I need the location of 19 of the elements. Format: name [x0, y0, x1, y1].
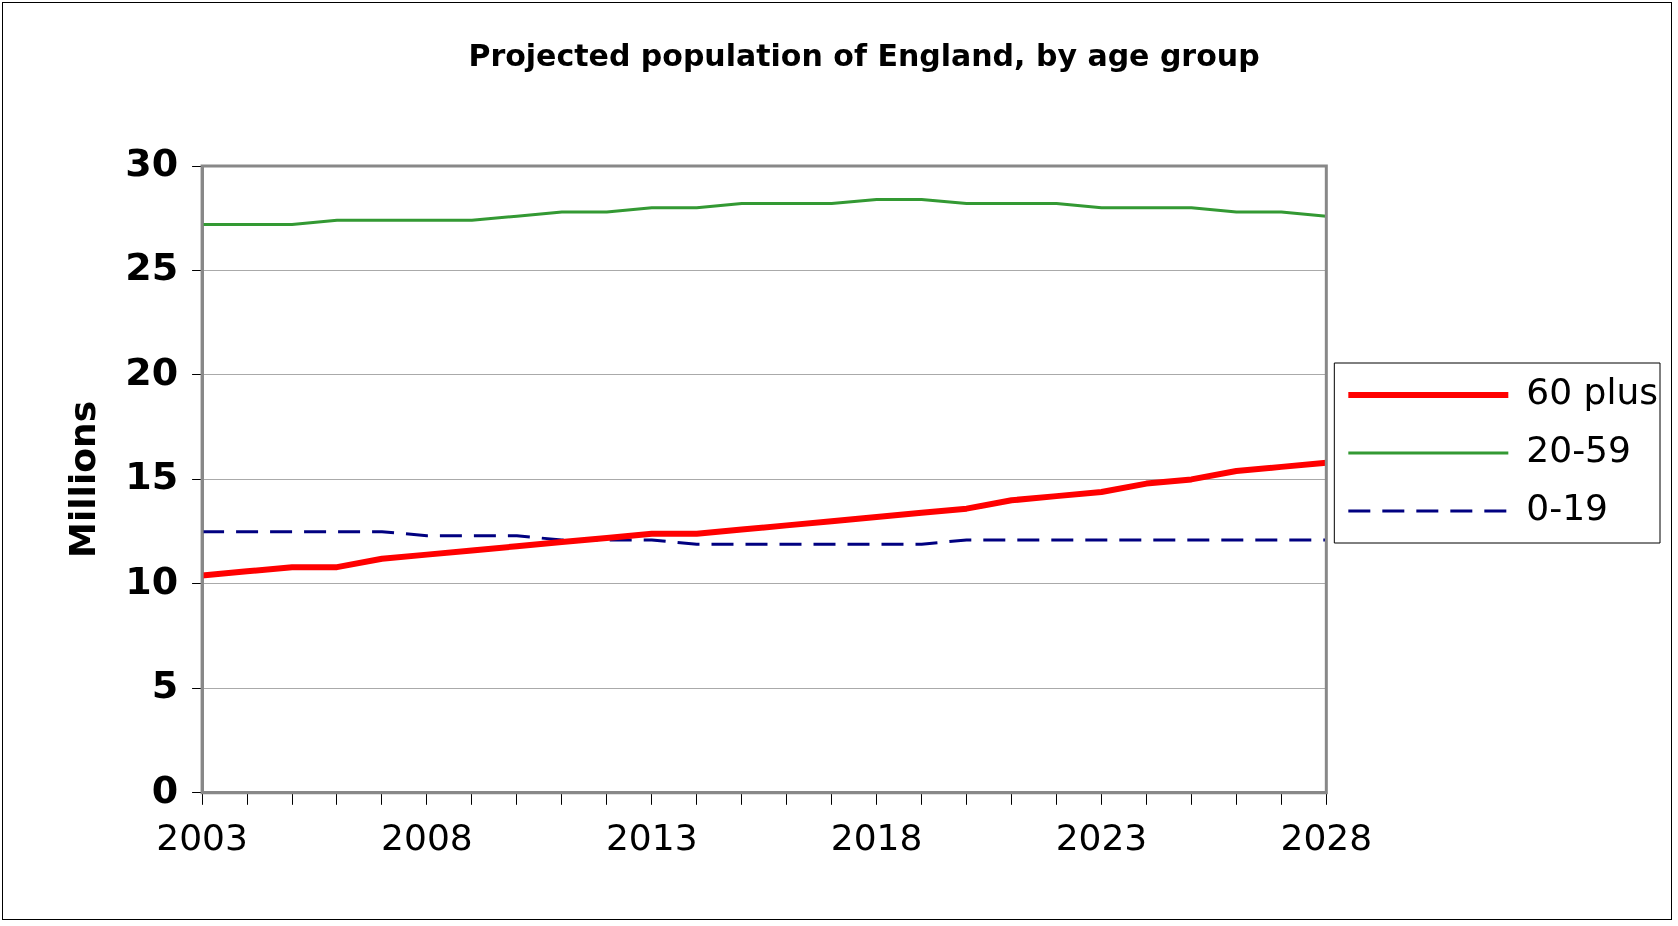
x-tick-label: 2008 — [381, 816, 473, 858]
y-tick-label: 5 — [151, 663, 179, 708]
y-tick-label: 0 — [151, 767, 179, 812]
y-tick-label: 30 — [125, 140, 179, 185]
y-tick-label: 15 — [125, 454, 179, 499]
y-tick-label: 20 — [125, 349, 179, 394]
x-tick-label: 2003 — [156, 816, 248, 858]
y-axis-title: Millions — [61, 400, 103, 558]
legend-label: 60 plus — [1526, 371, 1659, 413]
y-tick-label: 10 — [125, 558, 179, 603]
legend-label: 20-59 — [1526, 429, 1631, 471]
x-tick-label: 2028 — [1280, 816, 1373, 858]
x-tick-label: 2023 — [1055, 816, 1148, 858]
y-tick-label: 25 — [125, 245, 179, 290]
chart-title: Projected population of England, by age group — [468, 37, 1260, 73]
x-tick-label: 2018 — [830, 816, 923, 858]
legend-label: 0-19 — [1526, 487, 1609, 529]
line-series — [202, 530, 1327, 546]
x-tick-label: 2013 — [605, 816, 698, 858]
